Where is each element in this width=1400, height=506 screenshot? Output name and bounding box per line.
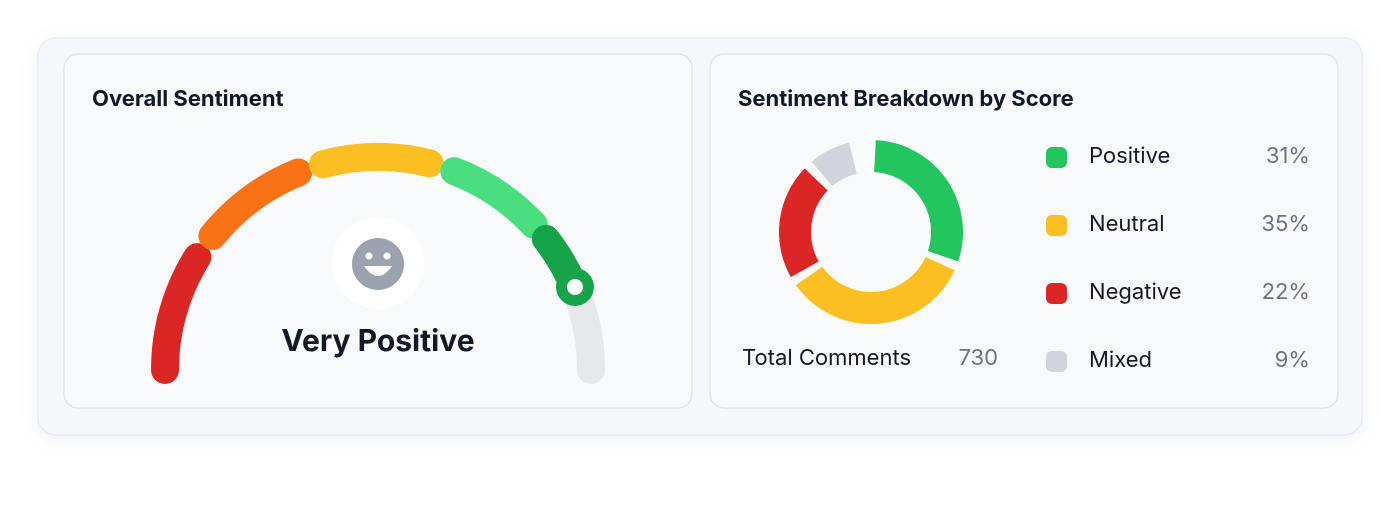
- donut-segment: [779, 168, 829, 278]
- gauge: [151, 143, 605, 384]
- card-title: Sentiment Breakdown by Score: [738, 86, 1074, 112]
- gauge-segment: [151, 243, 212, 384]
- card-title: Overall Sentiment: [92, 86, 284, 112]
- donut-segment: [873, 140, 963, 262]
- legend-swatch: [1046, 351, 1067, 372]
- legend-label: Positive: [1089, 143, 1170, 169]
- legend-value: 9%: [1275, 347, 1310, 373]
- legend-swatch: [1046, 147, 1067, 168]
- legend-label: Mixed: [1089, 347, 1152, 373]
- smiley-icon: [352, 238, 404, 290]
- legend-value: 35%: [1261, 211, 1310, 237]
- total-label: Total Comments: [742, 345, 911, 371]
- total-value: 730: [958, 345, 998, 371]
- legend-swatch: [1046, 215, 1067, 236]
- legend-value: 31%: [1266, 143, 1310, 169]
- donut-segment: [796, 256, 955, 324]
- gauge-segment: [308, 143, 444, 179]
- gauge-label: Very Positive: [281, 323, 474, 359]
- gauge-segment: [440, 157, 548, 239]
- legend-label: Negative: [1089, 279, 1182, 305]
- legend-value: 22%: [1262, 279, 1310, 305]
- gauge-knob-center: [567, 279, 583, 295]
- gauge-segment: [198, 158, 313, 250]
- donut-segment: [811, 142, 858, 187]
- legend-label: Neutral: [1089, 211, 1165, 237]
- legend-swatch: [1046, 283, 1067, 304]
